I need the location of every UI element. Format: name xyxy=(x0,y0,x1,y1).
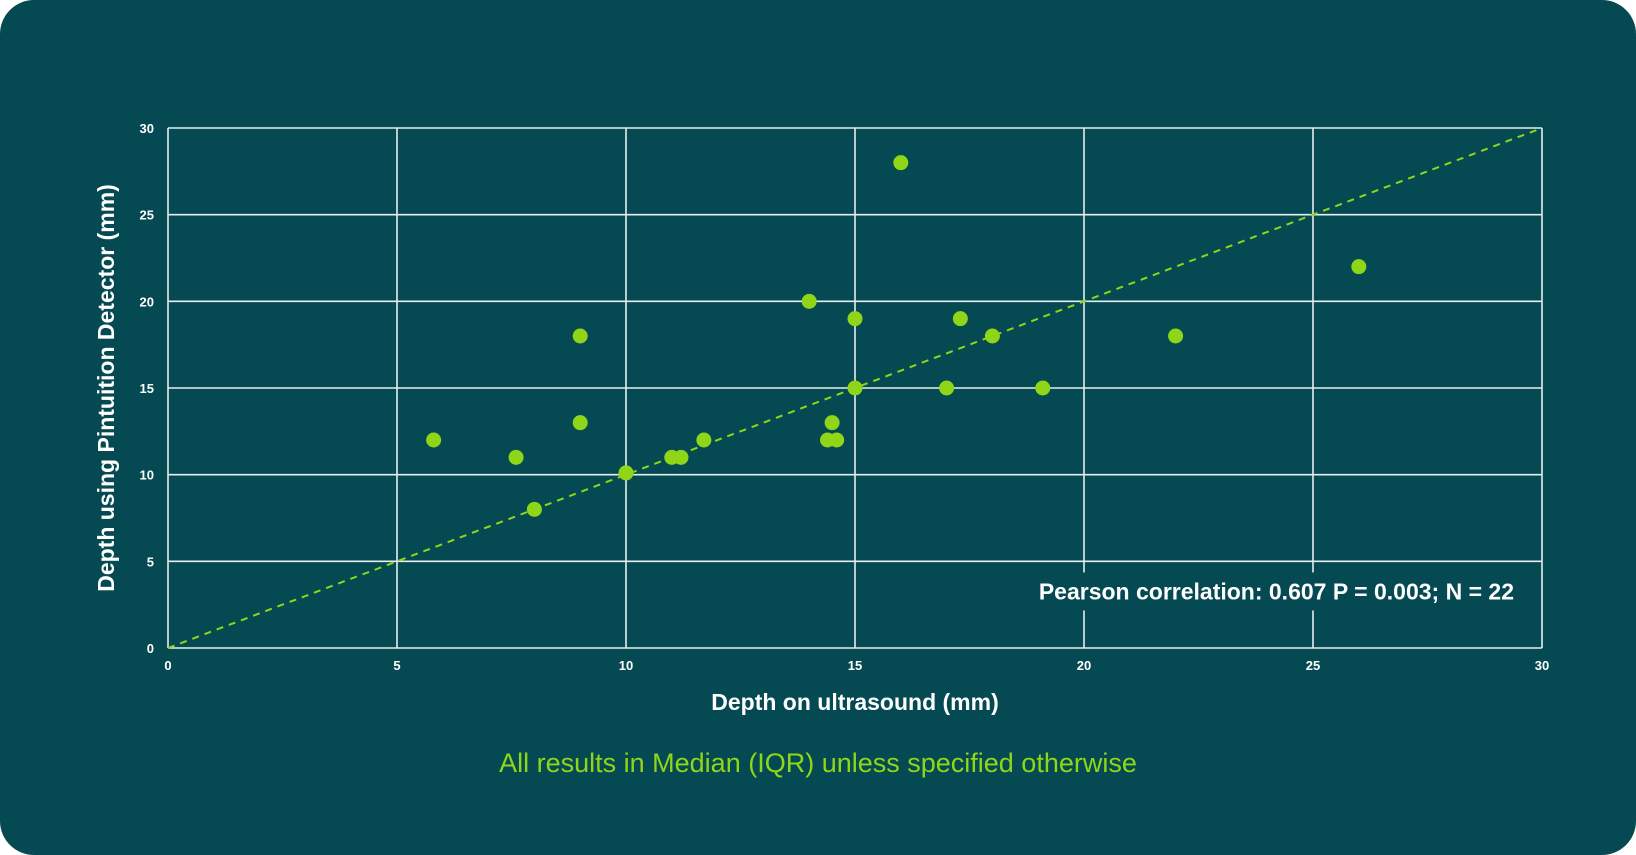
y-tick-label: 0 xyxy=(147,641,154,656)
data-point xyxy=(847,380,863,396)
data-point xyxy=(824,415,840,431)
data-point xyxy=(572,415,588,431)
x-tick-label: 20 xyxy=(1077,658,1091,673)
tick-labels: 0 5 10 15 20 25 30 0 5 10 15 20 25 30 xyxy=(140,121,1550,673)
x-tick-label: 25 xyxy=(1306,658,1320,673)
y-tick-label: 15 xyxy=(140,381,154,396)
x-tick-label: 10 xyxy=(619,658,633,673)
data-point xyxy=(939,380,955,396)
data-point xyxy=(1351,259,1367,275)
footnote: All results in Median (IQR) unless speci… xyxy=(499,748,1137,778)
data-point xyxy=(572,328,588,344)
data-point xyxy=(952,311,968,327)
y-axis-title: Depth using Pintuition Detector (mm) xyxy=(93,184,119,592)
y-tick-label: 20 xyxy=(140,294,154,309)
data-point xyxy=(801,293,817,309)
x-tick-label: 15 xyxy=(848,658,862,673)
data-point xyxy=(526,501,542,517)
y-tick-label: 10 xyxy=(140,468,154,483)
data-points xyxy=(426,155,1367,517)
data-point xyxy=(696,432,712,448)
y-tick-label: 5 xyxy=(147,554,154,569)
x-tick-label: 0 xyxy=(164,658,171,673)
data-point xyxy=(847,311,863,327)
x-tick-label: 30 xyxy=(1535,658,1549,673)
x-axis-title: Depth on ultrasound (mm) xyxy=(711,689,998,715)
correlation-annotation: Pearson correlation: 0.607 P = 0.003; N … xyxy=(1039,578,1514,604)
y-tick-label: 25 xyxy=(140,208,154,223)
data-point xyxy=(984,328,1000,344)
data-point xyxy=(508,449,524,465)
y-tick-label: 30 xyxy=(140,121,154,136)
data-point xyxy=(618,465,634,481)
data-point xyxy=(1035,380,1051,396)
annotation-background xyxy=(1028,572,1524,611)
x-tick-label: 5 xyxy=(393,658,400,673)
data-point xyxy=(426,432,442,448)
data-point xyxy=(1168,328,1184,344)
data-point xyxy=(673,449,689,465)
data-point xyxy=(829,432,845,448)
annotation-group: Pearson correlation: 0.607 P = 0.003; N … xyxy=(1028,572,1524,611)
data-point xyxy=(893,155,909,171)
